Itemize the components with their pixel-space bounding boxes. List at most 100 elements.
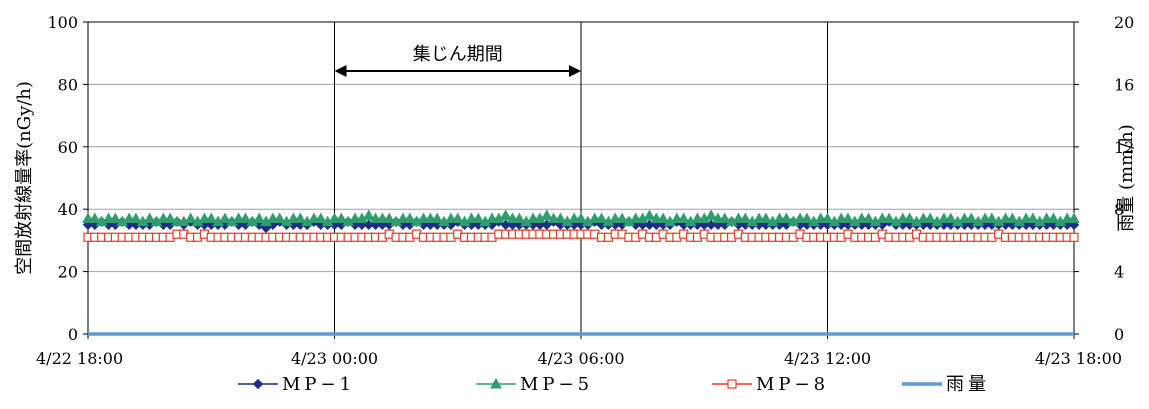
data-point — [643, 209, 656, 220]
annotation-arrow-head-right — [569, 65, 581, 77]
data-point — [383, 212, 396, 224]
data-point — [171, 215, 183, 227]
data-point — [657, 212, 670, 224]
axes: 0 20 40 60 80 100 0 4 8 12 16 20 4/22 18:00 4/23 00:0… — [14, 13, 1137, 368]
legend-label: MP−5 — [520, 374, 593, 395]
data-point — [403, 212, 416, 224]
data-point — [499, 209, 512, 220]
data-point — [540, 209, 553, 220]
annotation-layer: 集じん期間 — [334, 44, 581, 77]
left-tick-label: 80 — [58, 75, 78, 94]
data-point — [349, 212, 361, 224]
series-layer — [82, 209, 1080, 336]
data-point — [465, 212, 478, 224]
data-point — [842, 212, 854, 224]
data-point — [595, 212, 608, 224]
data-point — [424, 212, 437, 224]
data-point — [1020, 212, 1032, 224]
data-point — [732, 212, 745, 224]
data-point — [760, 212, 772, 224]
data-point — [376, 212, 389, 224]
data-point — [273, 212, 286, 224]
data-point — [835, 212, 848, 224]
data-point — [924, 212, 937, 224]
data-point — [308, 212, 320, 224]
data-point — [616, 212, 628, 224]
data-point — [184, 212, 197, 224]
data-point — [883, 212, 895, 224]
data-point — [712, 212, 724, 224]
data-point — [287, 212, 300, 224]
data-point — [88, 212, 101, 224]
data-point — [1061, 212, 1073, 224]
data-point — [1006, 212, 1019, 224]
legend-label: MP−8 — [756, 374, 829, 395]
legend-item-MP−1: MP−1 — [238, 374, 355, 395]
data-point — [876, 212, 889, 224]
data-point — [1069, 232, 1079, 242]
data-point — [253, 212, 266, 224]
data-point — [335, 212, 348, 224]
data-point — [547, 212, 560, 224]
data-point — [369, 212, 382, 224]
data-point — [814, 212, 827, 224]
data-point — [944, 212, 957, 224]
data-point — [917, 212, 930, 224]
data-point — [431, 212, 444, 224]
data-point — [794, 212, 806, 224]
legend-item-MP−5: MP−5 — [476, 374, 593, 395]
legend-label: 雨量 — [946, 374, 990, 395]
left-tick-label: 100 — [47, 13, 78, 32]
legend-swatch-marker — [490, 377, 502, 389]
left-tick-label: 40 — [58, 200, 78, 219]
data-point — [773, 212, 786, 224]
data-point — [527, 212, 539, 224]
data-point — [985, 212, 998, 224]
data-point — [855, 212, 868, 224]
data-point — [314, 212, 327, 224]
data-point — [903, 212, 916, 224]
left-tick-label: 0 — [68, 325, 78, 344]
series-MP−5 — [82, 209, 1080, 227]
data-point — [588, 212, 601, 224]
right-tick-label: 4 — [1114, 263, 1124, 282]
data-point — [486, 212, 498, 224]
data-point — [671, 212, 683, 224]
data-point — [109, 212, 122, 224]
data-point — [232, 212, 245, 224]
data-point — [1027, 212, 1039, 224]
data-point — [780, 212, 793, 224]
data-point — [294, 212, 307, 224]
legend-label: MP−1 — [282, 374, 355, 395]
right-tick-label: 8 — [1114, 200, 1124, 219]
data-point — [568, 212, 581, 224]
x-tick-label: 4/23 00:00 — [291, 349, 378, 368]
data-point — [739, 212, 752, 224]
data-point — [650, 212, 663, 224]
right-axis-title: 雨量 (mm/h) — [1116, 124, 1137, 232]
data-point — [267, 212, 279, 224]
right-tick-label: 12 — [1114, 138, 1134, 157]
data-point — [451, 212, 464, 224]
data-point — [705, 209, 717, 220]
data-point — [123, 212, 135, 224]
left-tick-label: 20 — [58, 263, 78, 282]
data-point — [862, 212, 875, 224]
data-point — [328, 212, 341, 224]
data-point — [472, 212, 485, 224]
data-point — [691, 212, 704, 224]
data-point — [417, 212, 430, 224]
data-point — [554, 212, 567, 224]
data-point — [1047, 212, 1060, 224]
right-tick-label: 16 — [1114, 75, 1134, 94]
data-point — [999, 212, 1012, 224]
data-point — [938, 212, 950, 224]
data-point — [157, 212, 170, 224]
data-point — [506, 212, 519, 224]
data-point — [102, 212, 115, 224]
right-tick-label: 20 — [1114, 13, 1134, 32]
left-axis-title: 空間放射線量率(nGy/h) — [14, 81, 35, 275]
data-point — [753, 212, 765, 224]
series-MP−8 — [83, 229, 1079, 242]
